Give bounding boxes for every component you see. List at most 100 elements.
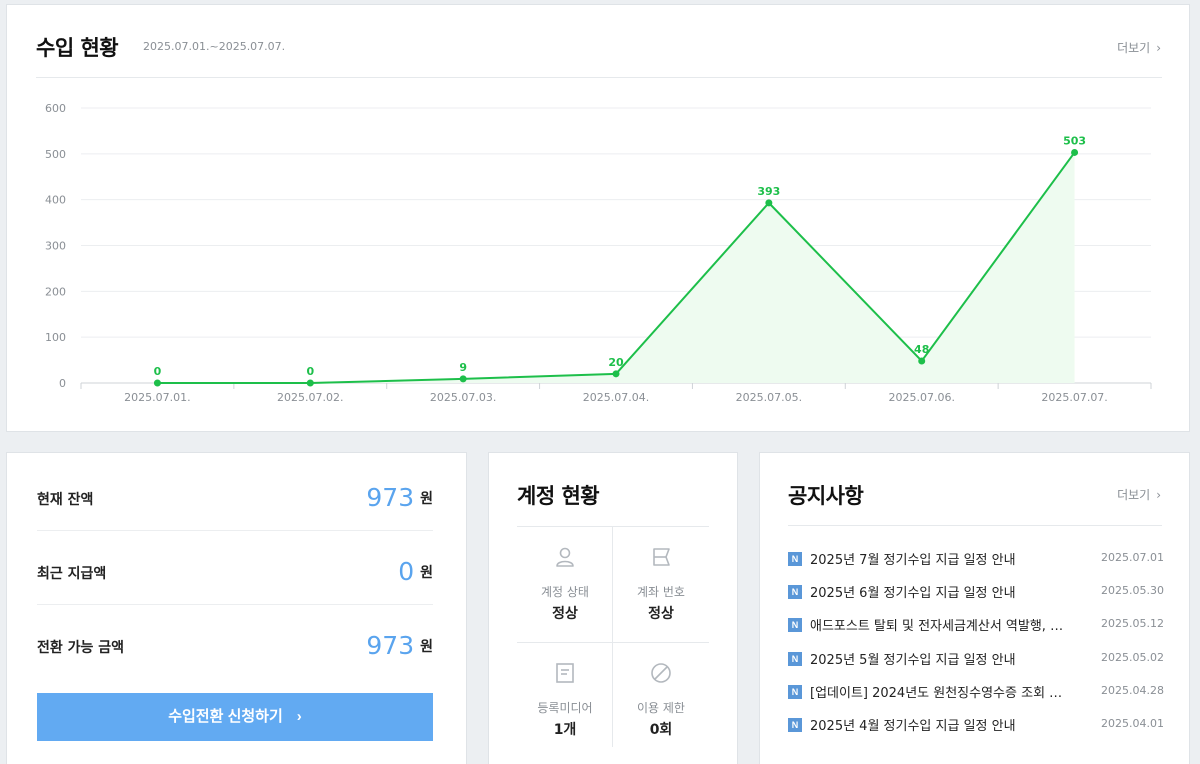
notice-more-link[interactable]: 더보기 › [1117, 486, 1161, 503]
balance-label: 최근 지급액 [37, 566, 107, 582]
data-point [153, 379, 161, 387]
account-cell-value: 0회 [649, 722, 673, 738]
document-icon [556, 663, 574, 683]
account-grid: 계정 상태 정상 계좌 번호 정상 등록미디어 1개 이용 제한 0회 [517, 526, 709, 747]
data-point [612, 370, 620, 378]
income-chart: 0 100 200 300 400 500 600 2025.07.01. 2025.07.02… [45, 102, 1152, 404]
x-tick-label: 2025.07.01. [124, 391, 190, 404]
income-status-card: 수입 현황 2025.07.01.~2025.07.07. 더보기 › 0 100 2… [6, 4, 1190, 432]
balance-unit: 원 [420, 565, 433, 581]
account-cell-label: 계정 상태 [541, 585, 589, 599]
data-label: 0 [306, 365, 314, 378]
more-label: 더보기 [1117, 41, 1151, 55]
notice-item-date: 2025.05.02 [1101, 650, 1164, 664]
new-badge-icon: N [788, 585, 802, 600]
new-badge-icon: N [788, 651, 802, 666]
notice-title: 공지사항 [788, 484, 864, 508]
account-cell-media: 등록미디어 1개 [517, 643, 613, 759]
account-cell-value: 정상 [552, 606, 578, 622]
notice-item-title: 2025년 5월 정기수입 지급 일정 안내 [810, 652, 1016, 668]
x-tick-label: 2025.07.07. [1041, 391, 1107, 404]
balance-amount: 973 [366, 631, 415, 660]
chevron-right-icon: › [1156, 488, 1161, 502]
notice-item-title: 2025년 6월 정기수입 지급 일정 안내 [810, 586, 1016, 602]
account-title: 계정 현황 [517, 484, 600, 508]
account-cell-restriction: 이용 제한 0회 [613, 643, 709, 759]
data-label: 9 [459, 361, 467, 374]
account-cell-bank-account: 계좌 번호 정상 [613, 527, 709, 643]
balance-amount: 0 [398, 557, 415, 586]
notice-item-date: 2025.04.28 [1101, 683, 1164, 697]
balance-row-convertible: 전환 가능 금액 973 원 [37, 605, 433, 679]
new-badge-icon: N [788, 618, 802, 633]
balance-label: 전환 가능 금액 [37, 640, 125, 656]
balance-unit: 원 [420, 639, 433, 655]
notice-item[interactable]: N [업데이트] 2024년도 원천징수영수증 조회 안내 2025.04.28 [788, 682, 1164, 715]
account-cell-label: 등록미디어 [537, 701, 593, 715]
data-point [918, 357, 926, 365]
notice-item[interactable]: N 2025년 4월 정기수입 지급 일정 안내 2025.04.01 [788, 715, 1164, 748]
notice-item[interactable]: N 2025년 5월 정기수입 지급 일정 안내 2025.05.02 [788, 649, 1164, 682]
x-tick-label: 2025.07.02. [277, 391, 343, 404]
data-label: 503 [1063, 134, 1086, 147]
x-tick-label: 2025.07.04. [583, 391, 649, 404]
balance-label: 현재 잔액 [37, 492, 94, 508]
notice-item-date: 2025.05.30 [1101, 584, 1164, 598]
income-more-link[interactable]: 더보기 › [1117, 39, 1161, 56]
x-tick-label: 2025.07.06. [888, 391, 954, 404]
prohibited-icon [651, 663, 671, 683]
y-tick-label: 200 [45, 285, 66, 298]
chevron-right-icon: › [1156, 41, 1161, 55]
balance-unit: 원 [420, 491, 433, 507]
notice-item-date: 2025.05.12 [1101, 617, 1164, 631]
notice-item-date: 2025.07.01 [1101, 551, 1164, 564]
notice-item-title: 애드포스트 탈퇴 및 전자세금계산서 역발행, 현금영수증 안내 [810, 619, 1072, 635]
account-status-card: 계정 현황 계정 상태 정상 계좌 번호 정상 등록미디어 1개 이용 제한 0… [488, 452, 738, 764]
balance-row-current: 현재 잔액 973 원 [37, 457, 433, 531]
person-icon [556, 547, 574, 567]
more-label: 더보기 [1117, 488, 1151, 502]
notice-item-title: [업데이트] 2024년도 원천징수영수증 조회 안내 [810, 685, 1072, 701]
data-label: 0 [154, 365, 162, 378]
y-tick-label: 100 [45, 331, 66, 344]
x-tick-label: 2025.07.05. [736, 391, 802, 404]
y-tick-label: 600 [45, 102, 66, 115]
account-cell-label: 계좌 번호 [637, 585, 685, 599]
account-cell-status: 계정 상태 정상 [517, 527, 613, 643]
y-tick-label: 500 [45, 148, 66, 161]
balance-value: 973 원 [366, 483, 433, 512]
new-badge-icon: N [788, 717, 802, 732]
notice-item[interactable]: N 2025년 7월 정기수입 지급 일정 안내 2025.07.01 [788, 549, 1164, 582]
chevron-right-icon: › [296, 708, 302, 725]
data-point [306, 379, 314, 387]
notice-item[interactable]: N 2025년 6월 정기수입 지급 일정 안내 2025.05.30 [788, 582, 1164, 615]
notice-item-title: 2025년 7월 정기수입 지급 일정 안내 [810, 553, 1016, 568]
convert-button-label: 수입전환 신청하기 [168, 708, 283, 725]
series-area [157, 152, 1075, 383]
data-point [1071, 148, 1079, 156]
grid-divider-horizontal [517, 642, 709, 643]
convert-income-button[interactable]: 수입전환 신청하기 › [37, 693, 433, 741]
new-badge-icon: N [788, 552, 802, 566]
x-tick-label: 2025.07.03. [430, 391, 496, 404]
notice-item[interactable]: N 애드포스트 탈퇴 및 전자세금계산서 역발행, 현금영수증 안내 2025.05… [788, 615, 1164, 648]
balance-value: 973 원 [366, 631, 433, 660]
income-divider [36, 77, 1162, 78]
card-icon [653, 548, 670, 566]
balance-amount: 973 [366, 483, 415, 512]
notice-divider [788, 525, 1162, 526]
data-point [765, 199, 773, 207]
notice-item-date: 2025.04.01 [1101, 716, 1164, 730]
y-tick-label: 400 [45, 194, 66, 207]
grid-divider-vertical [612, 527, 613, 747]
notice-card: 공지사항 더보기 › N 2025년 7월 정기수입 지급 일정 안내 2025.07… [759, 452, 1190, 764]
account-cell-value: 정상 [648, 606, 674, 622]
y-tick-label: 300 [45, 240, 66, 253]
income-period: 2025.07.01.~2025.07.07. [143, 40, 286, 53]
account-cell-label: 이용 제한 [637, 701, 685, 715]
data-point [459, 375, 467, 383]
notice-list: N 2025년 7월 정기수입 지급 일정 안내 2025.07.01 N 2025년… [788, 549, 1164, 748]
